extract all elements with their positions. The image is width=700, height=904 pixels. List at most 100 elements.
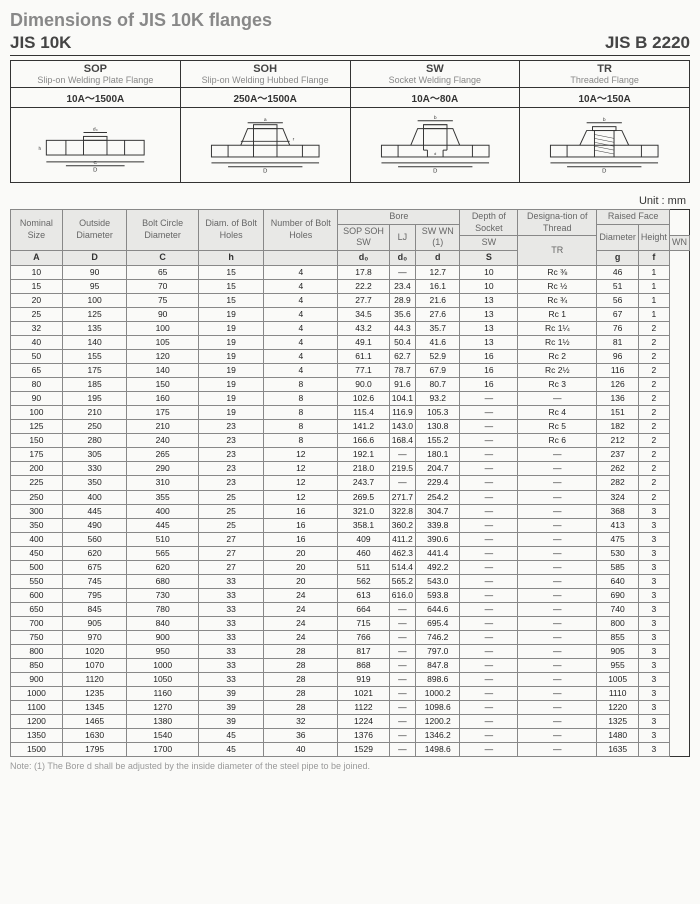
sw-diagram: D b d: [353, 110, 518, 180]
table-row: 3213510019443.244.335.713Rc 1¼762: [11, 321, 690, 335]
table-cell: —: [460, 687, 518, 701]
table-cell: 52.9: [416, 350, 460, 364]
table-cell: 850: [11, 659, 63, 673]
table-cell: 229.4: [416, 476, 460, 490]
table-body: 10906515417.8—12.710Rc ⅜46115957015422.2…: [11, 265, 690, 757]
table-cell: 675: [62, 560, 127, 574]
table-cell: 33: [198, 659, 263, 673]
table-row: 15957015422.223.416.110Rc ½511: [11, 279, 690, 293]
table-cell: 4: [264, 321, 338, 335]
table-cell: 35.6: [389, 307, 415, 321]
table-cell: 3: [638, 729, 669, 743]
table-cell: 46: [597, 265, 639, 279]
table-cell: 1000.2: [416, 687, 460, 701]
table-cell: 1270: [127, 701, 199, 715]
table-cell: —: [518, 574, 597, 588]
table-cell: 12: [264, 490, 338, 504]
table-cell: —: [518, 743, 597, 757]
table-cell: 1200.2: [416, 715, 460, 729]
table-cell: 1480: [597, 729, 639, 743]
table-row: 6517514019477.178.767.916Rc 2½1162: [11, 364, 690, 378]
table-cell: —: [518, 504, 597, 518]
table-cell: 8: [264, 406, 338, 420]
table-cell: 192.1: [338, 448, 390, 462]
table-row: 2253503102312243.7—229.4——2822: [11, 476, 690, 490]
table-cell: 23: [198, 448, 263, 462]
table-row: 5006756202720511514.4492.2——5853: [11, 560, 690, 574]
table-row: 6508457803324664—644.6——7403: [11, 602, 690, 616]
table-cell: 12: [264, 476, 338, 490]
table-cell: 35.7: [416, 321, 460, 335]
table-cell: 8: [264, 434, 338, 448]
table-cell: 12.7: [416, 265, 460, 279]
col-rf-height: Height: [638, 224, 669, 250]
sym-c: C: [127, 251, 199, 266]
table-row: 150280240238166.6168.4155.2—Rc 62122: [11, 434, 690, 448]
table-row: 850107010003328868—847.8——9553: [11, 659, 690, 673]
table-cell: 1100: [11, 701, 63, 715]
col-rf-diam: Diameter: [597, 224, 639, 250]
table-cell: 593.8: [416, 588, 460, 602]
table-cell: 905: [597, 645, 639, 659]
table-cell: —: [460, 448, 518, 462]
table-cell: —: [389, 659, 415, 673]
table-cell: 715: [338, 616, 390, 630]
table-cell: —: [460, 659, 518, 673]
table-cell: 50.4: [389, 335, 415, 349]
table-cell: 16: [264, 504, 338, 518]
table-cell: 15: [198, 265, 263, 279]
table-cell: 200: [11, 462, 63, 476]
table-cell: —: [460, 560, 518, 574]
table-cell: 3: [638, 616, 669, 630]
table-cell: Rc 1¼: [518, 321, 597, 335]
type-name: Slip-on Welding Hubbed Flange: [183, 75, 348, 85]
table-cell: —: [460, 645, 518, 659]
table-row: 6007957303324613616.0593.8——6903: [11, 588, 690, 602]
table-cell: 20: [11, 293, 63, 307]
table-cell: 75: [127, 293, 199, 307]
table-cell: 411.2: [389, 532, 415, 546]
table-cell: 135: [62, 321, 127, 335]
table-cell: 70: [127, 279, 199, 293]
svg-text:b: b: [434, 115, 437, 121]
table-row: 4005605102716409411.2390.6——4753: [11, 532, 690, 546]
table-cell: 16.1: [416, 279, 460, 293]
table-cell: 2: [638, 321, 669, 335]
col-raised: Raised Face: [597, 210, 670, 225]
table-cell: 33: [198, 574, 263, 588]
table-cell: 919: [338, 673, 390, 687]
table-cell: 1050: [127, 673, 199, 687]
table-cell: 1: [638, 307, 669, 321]
table-cell: 840: [127, 616, 199, 630]
table-cell: 1500: [11, 743, 63, 757]
table-cell: 15: [11, 279, 63, 293]
sym-dd: d: [416, 251, 460, 266]
table-cell: 175: [62, 364, 127, 378]
table-cell: Rc 6: [518, 434, 597, 448]
table-cell: —: [518, 715, 597, 729]
table-cell: 25: [198, 490, 263, 504]
table-cell: 413: [597, 518, 639, 532]
table-cell: 155: [62, 350, 127, 364]
table-cell: 847.8: [416, 659, 460, 673]
table-cell: 445: [127, 518, 199, 532]
table-cell: 61.1: [338, 350, 390, 364]
type-range-row: 10A～1500A 250A～1500A 10A～80A 10A～150A: [11, 88, 690, 108]
table-cell: 12: [264, 448, 338, 462]
table-cell: 1220: [597, 701, 639, 715]
table-cell: 225: [11, 476, 63, 490]
table-row: 1753052652312192.1—180.1——2372: [11, 448, 690, 462]
table-cell: Rc ¾: [518, 293, 597, 307]
table-cell: 80.7: [416, 378, 460, 392]
tr-diagram: D b: [522, 110, 687, 180]
table-cell: 1529: [338, 743, 390, 757]
type-code: SW: [353, 63, 518, 75]
table-cell: 1630: [62, 729, 127, 743]
table-cell: 19: [198, 335, 263, 349]
table-row: 13501630154045361376—1346.2——14803: [11, 729, 690, 743]
table-cell: 441.4: [416, 546, 460, 560]
table-cell: 1795: [62, 743, 127, 757]
table-cell: —: [518, 701, 597, 715]
table-cell: 168.4: [389, 434, 415, 448]
table-cell: —: [460, 462, 518, 476]
